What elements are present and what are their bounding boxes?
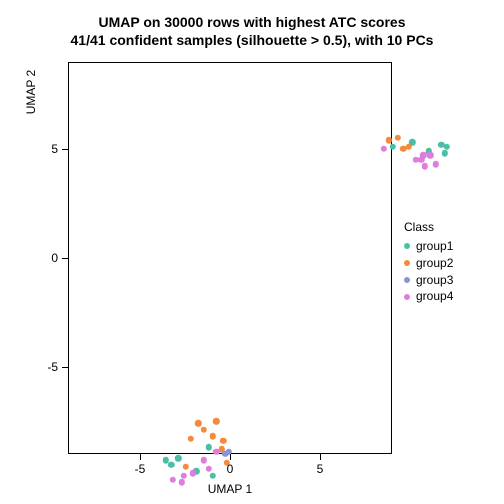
scatter-point: [226, 448, 232, 454]
scatter-point: [213, 448, 219, 454]
scatter-point: [168, 462, 174, 468]
x-tick-label: 5: [317, 462, 324, 476]
scatter-point: [433, 161, 439, 167]
scatter-point: [443, 144, 449, 150]
y-tick-label: -5: [38, 360, 58, 374]
scatter-point: [442, 150, 448, 156]
legend-swatch: [404, 260, 410, 266]
x-axis-label: UMAP 1: [68, 482, 392, 496]
legend-label: group4: [416, 288, 453, 305]
x-tick: [320, 454, 321, 460]
chart-title-line2: 41/41 confident samples (silhouette > 0.…: [0, 32, 504, 50]
scatter-point: [190, 470, 196, 476]
scatter-point: [395, 135, 401, 141]
scatter-point: [182, 464, 188, 470]
scatter-point: [427, 152, 433, 158]
y-tick: [62, 149, 68, 150]
scatter-point: [389, 144, 395, 150]
legend-item: group3: [404, 272, 453, 289]
legend-title: Class: [404, 220, 453, 234]
y-tick-label: 5: [38, 142, 58, 156]
x-tick: [230, 454, 231, 460]
legend-label: group3: [416, 272, 453, 289]
chart-title: UMAP on 30000 rows with highest ATC scor…: [0, 14, 504, 49]
y-tick: [62, 258, 68, 259]
scatter-point: [200, 457, 206, 463]
scatter-point: [195, 420, 201, 426]
legend-swatch: [404, 294, 410, 300]
scatter-point: [380, 146, 386, 152]
legend-item: group4: [404, 288, 453, 305]
scatter-point: [206, 444, 212, 450]
x-tick-label: -5: [135, 462, 146, 476]
scatter-point: [220, 438, 226, 444]
scatter-point: [200, 427, 206, 433]
scatter-point: [213, 418, 219, 424]
legend-label: group1: [416, 238, 453, 255]
scatter-point: [386, 137, 392, 143]
x-tick: [140, 454, 141, 460]
scatter-point: [188, 435, 194, 441]
scatter-point: [181, 472, 187, 478]
scatter-point: [406, 144, 412, 150]
legend-item: group1: [404, 238, 453, 255]
umap-scatter-chart: UMAP on 30000 rows with highest ATC scor…: [0, 0, 504, 504]
y-axis-label: UMAP 2: [24, 0, 38, 288]
x-tick-label: 0: [227, 462, 234, 476]
scatter-point: [209, 433, 215, 439]
y-tick: [62, 367, 68, 368]
legend-swatch: [404, 277, 410, 283]
legend-swatch: [404, 243, 410, 249]
legend-item: group2: [404, 255, 453, 272]
scatter-point: [422, 163, 428, 169]
scatter-point: [206, 466, 212, 472]
scatter-point: [413, 157, 419, 163]
scatter-point: [209, 472, 215, 478]
chart-title-line1: UMAP on 30000 rows with highest ATC scor…: [0, 14, 504, 32]
y-tick-label: 0: [38, 251, 58, 265]
plot-area: [68, 62, 392, 454]
scatter-point: [175, 455, 181, 461]
legend-label: group2: [416, 255, 453, 272]
legend: Class group1group2group3group4: [404, 220, 453, 305]
scatter-point: [420, 152, 426, 158]
